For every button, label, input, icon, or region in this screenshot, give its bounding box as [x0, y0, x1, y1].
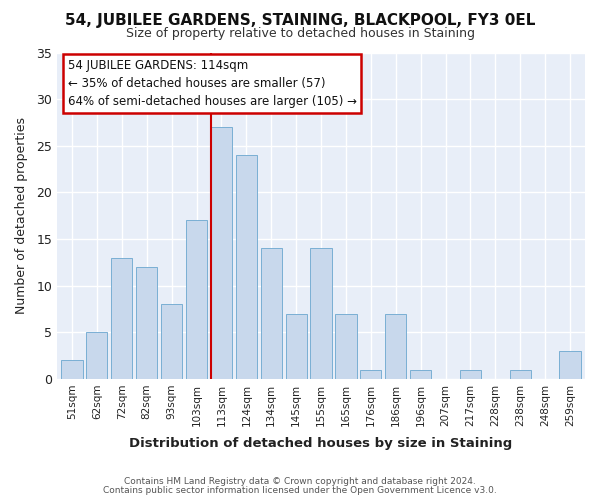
Bar [186, 220, 207, 379]
Bar [211, 127, 232, 379]
Text: Contains HM Land Registry data © Crown copyright and database right 2024.: Contains HM Land Registry data © Crown c… [124, 477, 476, 486]
Text: 54, JUBILEE GARDENS, STAINING, BLACKPOOL, FY3 0EL: 54, JUBILEE GARDENS, STAINING, BLACKPOOL… [65, 12, 535, 28]
Text: Size of property relative to detached houses in Staining: Size of property relative to detached ho… [125, 28, 475, 40]
Bar [335, 314, 356, 379]
Bar [236, 155, 257, 379]
Y-axis label: Number of detached properties: Number of detached properties [15, 117, 28, 314]
Bar [360, 370, 382, 379]
Bar [460, 370, 481, 379]
X-axis label: Distribution of detached houses by size in Staining: Distribution of detached houses by size … [130, 437, 512, 450]
Bar [86, 332, 107, 379]
Bar [260, 248, 282, 379]
Bar [61, 360, 83, 379]
Bar [509, 370, 531, 379]
Bar [410, 370, 431, 379]
Text: 54 JUBILEE GARDENS: 114sqm
← 35% of detached houses are smaller (57)
64% of semi: 54 JUBILEE GARDENS: 114sqm ← 35% of deta… [68, 59, 356, 108]
Text: Contains public sector information licensed under the Open Government Licence v3: Contains public sector information licen… [103, 486, 497, 495]
Bar [111, 258, 133, 379]
Bar [385, 314, 406, 379]
Bar [310, 248, 332, 379]
Bar [161, 304, 182, 379]
Bar [286, 314, 307, 379]
Bar [136, 267, 157, 379]
Bar [559, 351, 581, 379]
